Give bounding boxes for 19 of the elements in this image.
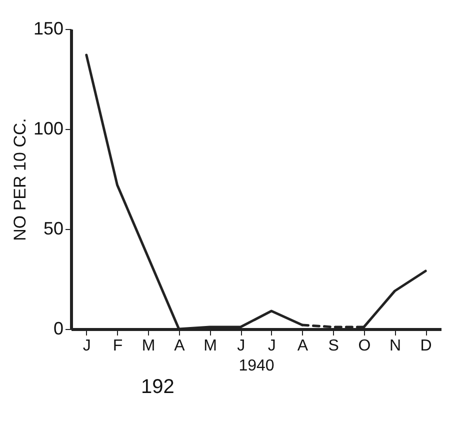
x-tick-label: S — [328, 338, 339, 354]
y-tick-label: 0 — [53, 318, 64, 338]
x-tick-label: D — [420, 338, 432, 354]
x-tick-label: A — [297, 338, 308, 354]
x-tick-label: J — [237, 338, 246, 354]
x-tick-label: A — [174, 338, 186, 354]
x-axis-title: 1940 — [238, 358, 274, 374]
y-tick-label: 150 — [33, 18, 64, 38]
x-tick-label: J — [82, 338, 91, 354]
y-axis-title: NO PER 10 CC. — [10, 118, 30, 241]
x-tick-label: O — [358, 338, 371, 354]
x-tick-label: F — [112, 338, 123, 354]
y-tick-label: 100 — [33, 118, 64, 138]
y-tick-label: 50 — [43, 218, 64, 238]
x-tick-label: J — [268, 338, 276, 354]
x-tick-label: M — [142, 338, 156, 354]
x-tick-label: M — [204, 338, 217, 354]
x-tick-label: N — [389, 338, 402, 354]
text: 192 — [140, 376, 174, 398]
